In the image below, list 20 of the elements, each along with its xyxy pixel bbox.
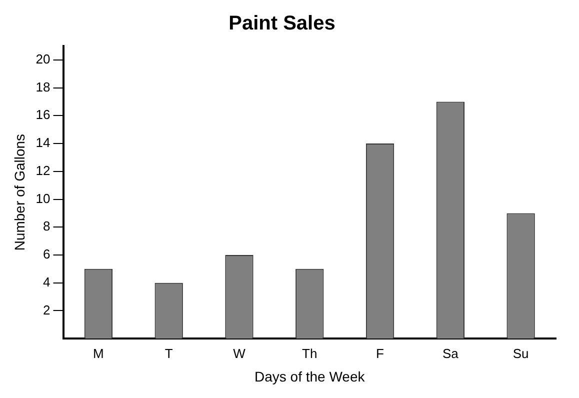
- x-axis-title: Days of the Week: [254, 368, 366, 384]
- y-tick-label: 16: [36, 107, 50, 122]
- x-tick-label: F: [376, 346, 384, 361]
- chart-title: Paint Sales: [228, 12, 336, 35]
- y-tick-label: 20: [36, 52, 50, 67]
- y-tick-label: 10: [36, 190, 50, 206]
- x-tick-label: M: [93, 346, 104, 361]
- y-tick-label: 12: [36, 162, 50, 178]
- x-tick-label: Th: [302, 346, 318, 361]
- x-tick-label: W: [233, 346, 246, 361]
- y-tick-label: 6: [43, 246, 50, 262]
- y-tick-label: 14: [36, 135, 50, 150]
- y-axis-title: Number of Gallons: [11, 134, 28, 251]
- x-tick-label: T: [164, 346, 173, 361]
- y-tick-label: 2: [43, 302, 50, 318]
- y-tick-label: 18: [36, 79, 50, 94]
- y-tick-label: 4: [43, 274, 50, 290]
- x-tick-label: Su: [512, 346, 529, 361]
- x-tick-label: Sa: [442, 346, 460, 361]
- y-tick-label: 8: [43, 218, 50, 234]
